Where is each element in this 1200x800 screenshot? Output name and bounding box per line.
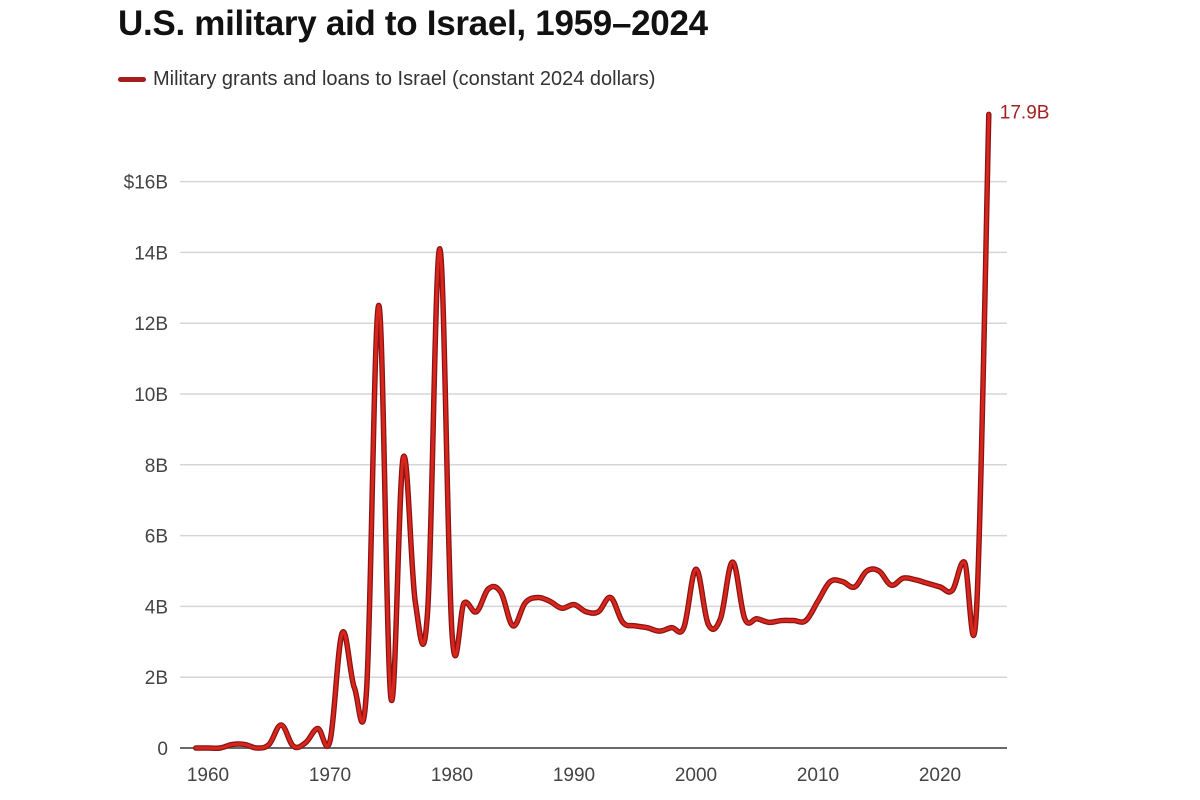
- data-point: [793, 620, 794, 621]
- data-point: [244, 744, 245, 745]
- data-point: [781, 620, 782, 621]
- data-point: [659, 631, 660, 632]
- data-point: [744, 618, 745, 619]
- data-point: [598, 611, 599, 612]
- data-point: [403, 457, 404, 458]
- legend-swatch: [118, 77, 146, 82]
- data-point: [549, 601, 550, 602]
- data-point: [818, 601, 819, 602]
- data-point: [476, 611, 477, 612]
- data-point: [866, 571, 867, 572]
- data-point: [561, 608, 562, 609]
- data-point: [732, 562, 733, 563]
- data-point: [915, 579, 916, 580]
- y-tick-label: 4B: [145, 597, 168, 618]
- x-tick-label: 1970: [309, 765, 351, 786]
- data-point: [940, 586, 941, 587]
- data-point: [195, 748, 196, 749]
- data-point: [488, 588, 489, 589]
- data-point: [220, 748, 221, 749]
- data-point: [988, 114, 989, 115]
- data-point: [586, 611, 587, 612]
- data-point: [525, 602, 526, 603]
- y-axis-tick-labels: 0 2B 4B 6B 8B 10B 12B 14B $16B: [124, 173, 168, 760]
- data-point: [720, 618, 721, 619]
- y-tick-label: 8B: [145, 456, 168, 477]
- data-point: [537, 597, 538, 598]
- data-point: [427, 611, 428, 612]
- data-point: [622, 622, 623, 623]
- data-point: [696, 569, 697, 570]
- data-point: [354, 687, 355, 688]
- data-point: [574, 604, 575, 605]
- data-point: [757, 618, 758, 619]
- x-tick-label: 2020: [919, 765, 961, 786]
- x-axis-tick-labels: 1960 1970 1980 1990 2000 2010 2020: [187, 765, 961, 786]
- data-point: [830, 581, 831, 582]
- chart-title: U.S. military aid to Israel, 1959–2024: [118, 4, 708, 43]
- legend: Military grants and loans to Israel (con…: [118, 68, 655, 91]
- x-tick-label: 1990: [553, 765, 595, 786]
- data-point: [647, 627, 648, 628]
- data-point: [439, 248, 440, 249]
- data-point: [891, 585, 892, 586]
- y-tick-label: 10B: [134, 385, 168, 406]
- gridlines: [180, 180, 1007, 678]
- data-point: [256, 748, 257, 749]
- x-tick-label: 2010: [797, 765, 839, 786]
- data-point: [281, 724, 282, 725]
- data-point: [879, 571, 880, 572]
- data-point: [330, 740, 331, 741]
- y-tick-label: 12B: [134, 314, 168, 335]
- data-point: [854, 586, 855, 587]
- series-line-outline: [193, 111, 992, 752]
- data-point: [415, 602, 416, 603]
- data-point: [378, 305, 379, 306]
- data-point: [232, 744, 233, 745]
- data-point: [391, 698, 392, 699]
- x-tick-label: 1960: [187, 765, 229, 786]
- data-point: [842, 581, 843, 582]
- data-point: [464, 602, 465, 603]
- data-point: [769, 622, 770, 623]
- x-tick-label: 2000: [675, 765, 717, 786]
- y-tick-label: 2B: [145, 668, 168, 689]
- y-tick-label: 6B: [145, 527, 168, 548]
- data-point: [683, 627, 684, 628]
- data-point: [500, 592, 501, 593]
- data-point: [927, 583, 928, 584]
- data-point: [635, 625, 636, 626]
- y-tick-label: 14B: [134, 243, 168, 264]
- data-point: [293, 746, 294, 747]
- data-point: [671, 627, 672, 628]
- data-point: [903, 578, 904, 579]
- data-point: [366, 689, 367, 690]
- data-point: [964, 562, 965, 563]
- data-point: [452, 632, 453, 633]
- data-point: [952, 590, 953, 591]
- y-tick-label: $16B: [124, 173, 168, 194]
- data-points: [195, 114, 989, 749]
- x-tick-label: 1980: [431, 765, 473, 786]
- end-value-label: 17.9B: [1000, 102, 1050, 123]
- data-point: [805, 620, 806, 621]
- data-point: [317, 728, 318, 729]
- data-point: [208, 748, 209, 749]
- y-tick-label: 0: [157, 739, 168, 760]
- data-point: [976, 608, 977, 609]
- data-point: [708, 624, 709, 625]
- data-point: [305, 742, 306, 743]
- data-point: [610, 597, 611, 598]
- data-point: [513, 625, 514, 626]
- data-point: [342, 632, 343, 633]
- data-point: [269, 744, 270, 745]
- series-line: [194, 112, 991, 750]
- legend-label: Military grants and loans to Israel (con…: [153, 68, 656, 90]
